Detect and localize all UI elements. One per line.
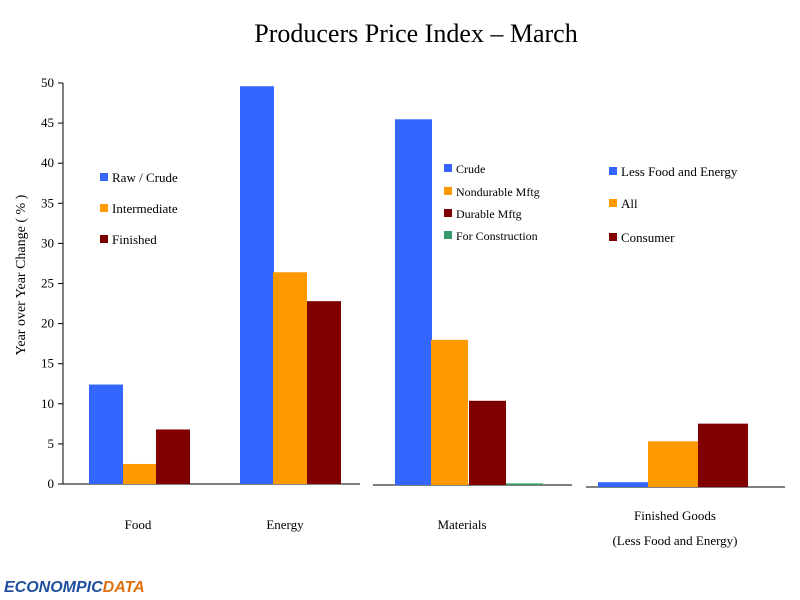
y-tick-label: 25 (41, 276, 54, 291)
legend-label: Finished (112, 232, 157, 247)
panel-0: Food (63, 384, 218, 532)
logo-text: ECONOMPICDATA (4, 579, 145, 596)
bar (506, 483, 543, 485)
legend-label: Consumer (621, 230, 675, 245)
chart-panels: Food Energy Materials Finished Goods (Less F… (63, 86, 785, 548)
panel-2: Materials (373, 119, 572, 532)
legend-swatch (609, 167, 617, 175)
bar (89, 384, 123, 484)
x-category-label: Materials (437, 517, 486, 532)
x-category-label: Finished Goods (634, 508, 716, 523)
bar (395, 119, 432, 486)
legend-label: Raw / Crude (112, 170, 178, 185)
legend-label: For Construction (456, 229, 538, 243)
y-tick-label: 5 (48, 436, 55, 451)
bar (123, 463, 157, 484)
legend-swatch (444, 164, 452, 172)
bar (698, 423, 748, 487)
legend-label: Less Food and Energy (621, 164, 738, 179)
bar (469, 400, 506, 485)
y-axis-label: Year over Year Change ( % ) (14, 194, 29, 355)
y-tick-label: 15 (41, 356, 54, 371)
legend-swatch (444, 231, 452, 239)
y-tick-label: 10 (41, 396, 54, 411)
y-tick-label: 45 (41, 115, 54, 130)
y-tick-label: 20 (41, 316, 54, 331)
legend-label: Durable Mftg (456, 207, 522, 221)
chart-title: Producers Price Index – March (254, 19, 577, 48)
bar (648, 441, 698, 487)
legend-swatch (444, 187, 452, 195)
bar (156, 429, 190, 484)
legend-label: Nondurable Mftg (456, 185, 540, 199)
bar (273, 272, 307, 484)
legend-swatch (100, 235, 108, 243)
y-tick-label: 35 (41, 195, 54, 210)
legend-0: Raw / Crude Intermediate Finished (100, 170, 178, 247)
y-tick-label: 30 (41, 235, 54, 250)
legend-label: Crude (456, 162, 485, 176)
legend-swatch (444, 209, 452, 217)
y-tick-label: 40 (41, 155, 54, 170)
y-tick-label: 50 (41, 75, 54, 90)
panel-3: Finished Goods (Less Food and Energy) (586, 423, 785, 548)
bar (598, 482, 648, 487)
x-category-label: (Less Food and Energy) (612, 533, 737, 548)
x-category-label: Food (125, 517, 152, 532)
legend-swatch (609, 233, 617, 241)
bar (307, 301, 341, 484)
y-axis: 0 5 10 15 20 25 30 35 40 45 50 (41, 75, 64, 491)
legend-label: Intermediate (112, 201, 178, 216)
legend-2: Crude Nondurable Mftg Durable Mftg For Cons… (444, 162, 540, 243)
y-tick-label: 0 (48, 476, 55, 491)
bar (431, 339, 468, 485)
panel-1: Energy (218, 86, 360, 532)
legend-label: All (621, 196, 638, 211)
logo: ECONOMPICDATA (4, 579, 145, 596)
chart-legends: Raw / Crude Intermediate Finished Crude Nond… (100, 162, 738, 247)
legend-swatch (609, 199, 617, 207)
legend-3: Less Food and Energy All Consumer (609, 164, 738, 245)
bar (240, 86, 274, 484)
x-category-label: Energy (266, 517, 304, 532)
legend-swatch (100, 173, 108, 181)
legend-swatch (100, 204, 108, 212)
